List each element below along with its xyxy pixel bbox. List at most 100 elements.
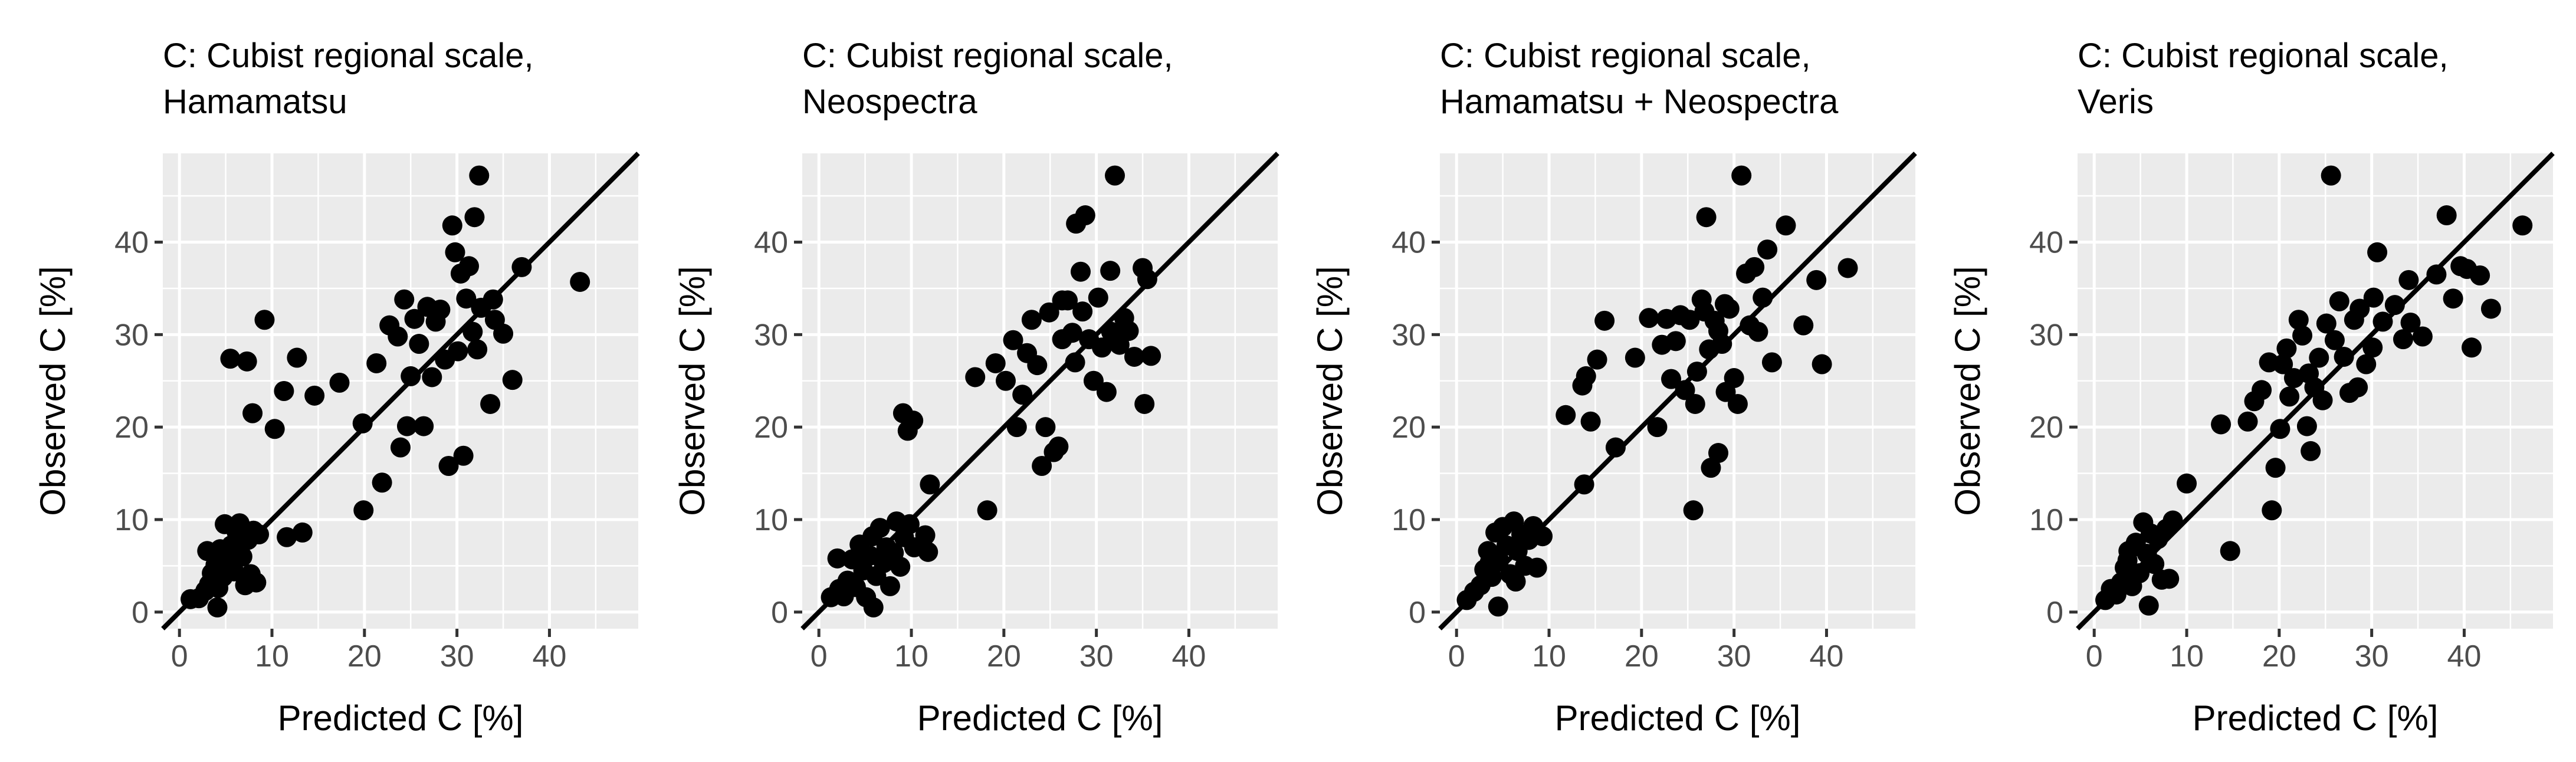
data-point [2329, 291, 2349, 311]
data-point [880, 576, 900, 596]
data-point [2356, 354, 2377, 375]
data-point [1141, 346, 1161, 366]
x-axis-label: Predicted C [%] [1555, 698, 1801, 738]
y-axis-ticks: 0 10 20 30 40 [114, 226, 163, 630]
data-point [1744, 257, 1765, 277]
data-point [246, 572, 267, 593]
data-point [304, 385, 325, 406]
data-point [502, 370, 523, 390]
data-point [409, 334, 429, 354]
data-point [1035, 417, 1056, 438]
data-point [1134, 393, 1155, 414]
data-point [274, 381, 294, 401]
y-axis-label: Observed C [%] [33, 266, 73, 516]
data-point [965, 367, 986, 387]
x-tick-label: 0 [1448, 639, 1465, 674]
data-point [394, 289, 415, 310]
data-point [1580, 411, 1601, 432]
data-point [1533, 526, 1553, 547]
data-point [1679, 310, 1700, 330]
y-axis-ticks: 0 10 20 30 40 [2029, 226, 2078, 630]
y-axis-ticks: 0 10 20 30 40 [1392, 226, 1440, 630]
x-tick-label: 30 [440, 639, 474, 674]
data-point [2312, 390, 2333, 410]
data-point [2276, 338, 2297, 359]
data-point [863, 597, 884, 618]
panel-veris: C: Cubist regional scale, Veris 0 10 20 30 4… [1948, 37, 2555, 738]
y-tick-label: 10 [754, 503, 788, 537]
data-point [1639, 308, 1659, 329]
data-point [1812, 354, 1832, 375]
data-point [2288, 310, 2309, 330]
data-point [353, 500, 374, 521]
data-point [2384, 295, 2405, 316]
data-point [197, 541, 218, 561]
data-point [1714, 294, 1735, 314]
panel-title-line-1: C: Cubist regional scale, [802, 37, 1173, 75]
data-point [977, 500, 997, 521]
data-point [2512, 215, 2533, 236]
data-point [372, 472, 392, 493]
data-point [215, 543, 236, 564]
y-tick-label: 40 [2029, 226, 2063, 260]
x-tick-label: 0 [810, 639, 828, 674]
data-point [2301, 441, 2321, 461]
x-axis-ticks: 0 10 20 30 40 [171, 629, 566, 674]
data-point [1806, 270, 1827, 290]
data-point [2237, 411, 2258, 432]
panel-title-line-1: C: Cubist regional scale, [1440, 37, 1811, 75]
data-points [181, 165, 590, 618]
data-point [1724, 368, 1744, 389]
data-point [1070, 261, 1091, 282]
data-point [422, 367, 442, 387]
data-point [1027, 355, 1048, 376]
x-tick-label: 20 [347, 639, 382, 674]
panel-hamamatsu: C: Cubist regional scale, Hamamatsu 0 10 2… [33, 37, 640, 738]
data-point [995, 370, 1016, 391]
data-point [899, 514, 920, 534]
data-point [1757, 239, 1778, 260]
data-points [821, 165, 1161, 618]
data-point [1837, 258, 1858, 278]
data-point [2262, 500, 2282, 521]
data-point [1699, 339, 1719, 360]
data-point [2292, 325, 2313, 346]
data-point [1665, 331, 1686, 352]
data-point [1072, 301, 1093, 322]
x-tick-label: 30 [2355, 639, 2389, 674]
data-point [287, 347, 307, 368]
data-point [329, 372, 350, 393]
data-points [1456, 165, 1858, 617]
data-point [2316, 313, 2337, 334]
data-point [445, 242, 465, 262]
data-point [2159, 569, 2180, 589]
y-tick-label: 20 [114, 410, 149, 445]
data-point [237, 351, 257, 372]
data-point [1685, 393, 1705, 414]
data-point [1576, 366, 1596, 386]
data-point [1088, 287, 1108, 308]
panel-title-line-2: Neospectra [802, 83, 977, 121]
panel-neospectra: C: Cubist regional scale, Neospectra 0 10… [672, 37, 1279, 738]
x-tick-label: 20 [2262, 639, 2296, 674]
data-point [224, 561, 244, 582]
data-point [467, 339, 488, 360]
data-point [1527, 557, 1547, 578]
data-point [462, 321, 483, 342]
data-point [1075, 205, 1095, 226]
y-tick-label: 40 [114, 226, 149, 260]
y-tick-label: 40 [1392, 226, 1426, 260]
y-tick-label: 0 [1409, 596, 1426, 630]
data-point [918, 541, 938, 562]
data-point [1105, 165, 1125, 186]
y-axis-label: Observed C [%] [1310, 266, 1350, 516]
data-point [1683, 500, 1704, 521]
y-axis-ticks: 0 10 20 30 40 [754, 226, 802, 630]
x-tick-label: 40 [1172, 639, 1206, 674]
panel-title-line-2: Veris [2078, 83, 2154, 121]
data-point [442, 215, 462, 236]
data-point [1092, 337, 1113, 358]
data-point [1708, 443, 1728, 464]
data-point [2436, 205, 2457, 226]
